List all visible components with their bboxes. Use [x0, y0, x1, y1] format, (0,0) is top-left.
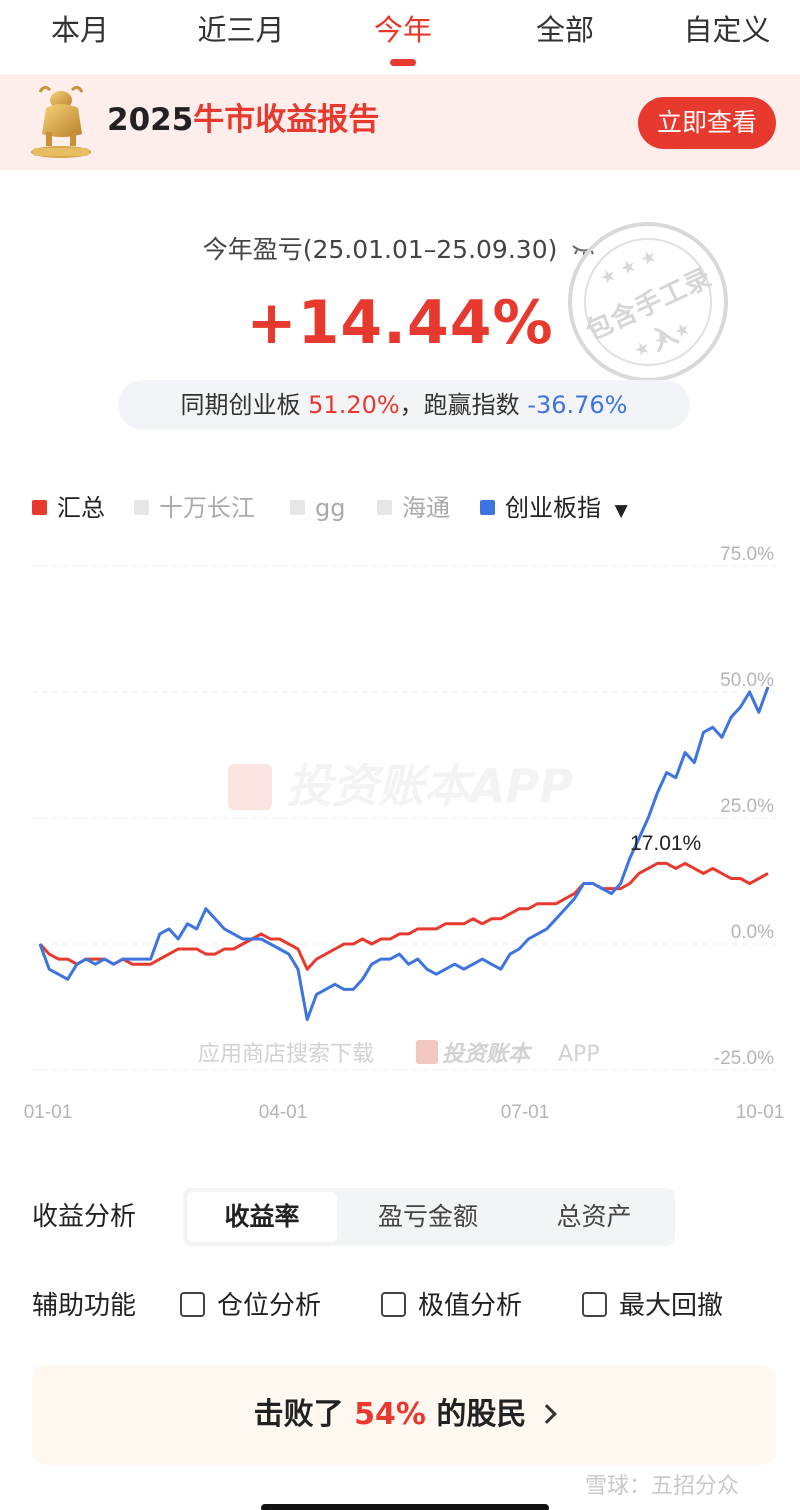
view-now-button[interactable]: 立即查看 [638, 97, 776, 149]
beat-percent: 54% [354, 1397, 426, 1432]
legend-label-gg: gg [315, 494, 346, 522]
beat-suffix: 的股民 [436, 1397, 527, 1432]
banner-year: 2025 [107, 102, 194, 138]
x-tick-label: 04-01 [259, 1102, 308, 1123]
position-analysis-checkbox[interactable]: 仓位分析 [180, 1288, 321, 1324]
compare-index-value: 51.20% [308, 391, 400, 419]
x-tick-label: 10-01 [736, 1102, 785, 1123]
checkbox-icon [381, 1291, 406, 1317]
position-analysis-label: 仓位分析 [217, 1291, 322, 1321]
chart-legend: 汇总 十万长江 gg 海通 创业板指 ▼ [32, 488, 772, 528]
legend-item-chinext[interactable]: 创业板指 ▼ [480, 488, 628, 528]
legend-dropdown-icon[interactable]: ▼ [614, 501, 628, 521]
y-tick-label: 0.0% [731, 922, 774, 943]
legend-item-summary[interactable]: 汇总 [32, 488, 105, 528]
beat-investors-card[interactable]: 击败了 54% 的股民 [32, 1365, 776, 1465]
legend-swatch-summary [32, 499, 47, 515]
y-tick-label: 25.0% [720, 796, 774, 817]
period-tabs: 本月 近三月 今年 全部 自定义 [0, 0, 800, 74]
legend-label-chinext: 创业板指 [505, 494, 601, 522]
banner-title-highlight: 牛市收益报告 [193, 102, 380, 138]
legend-swatch-chinext [480, 499, 495, 515]
chart-watermark: 投资账本APP [286, 759, 573, 813]
legend-swatch-changjiang [134, 499, 149, 515]
seg-total-assets[interactable]: 总资产 [556, 1202, 632, 1231]
compare-prefix: 同期创业板 [180, 391, 301, 419]
footer-watermark: 雪球：五招分众 [585, 1474, 740, 1499]
tab-this-month[interactable]: 本月 [50, 13, 109, 47]
beat-prefix: 击败了 [253, 1397, 344, 1432]
period-text: 今年盈亏(25.01.01–25.09.30) [202, 235, 558, 264]
home-indicator[interactable] [261, 1504, 549, 1510]
bottom-watermark-logo-icon [416, 1040, 438, 1064]
tab-three-months[interactable]: 近三月 [197, 13, 285, 47]
x-tick-label: 01-01 [24, 1102, 73, 1123]
chevron-right-icon [537, 1404, 558, 1424]
return-analysis-label: 收益分析 [32, 1202, 137, 1232]
aux-functions-label: 辅助功能 [32, 1291, 137, 1321]
year-return-value: +14.44% [246, 288, 554, 358]
chart-annotation: 17.01% [630, 832, 701, 855]
index-compare-pill: 同期创业板 51.20%，跑赢指数 -36.76% [118, 380, 690, 430]
return-chart[interactable]: 75.0% 50.0% 25.0% 0.0% -25.0% 01-01 04-01 07-01… [0, 540, 800, 1140]
active-tab-indicator [390, 59, 416, 66]
analysis-segmented-control: 收益率 盈亏金额 总资产 [183, 1188, 675, 1246]
y-tick-label: 75.0% [720, 544, 774, 565]
series-line-summary [38, 861, 769, 971]
legend-item-changjiang[interactable]: 十万长江 [134, 488, 255, 528]
bottom-watermark-suffix: APP [558, 1042, 600, 1067]
bull-trophy-icon [31, 85, 91, 158]
banner-title: 2025牛市收益报告 [107, 98, 379, 142]
legend-label-changjiang: 十万长江 [159, 494, 255, 522]
bull-market-report-banner[interactable]: 2025牛市收益报告 立即查看 [0, 74, 800, 170]
legend-swatch-gg [290, 499, 305, 515]
y-tick-label: -25.0% [714, 1048, 774, 1069]
checkbox-icon [180, 1291, 205, 1317]
max-drawdown-label: 最大回撤 [619, 1291, 724, 1321]
period-label: 今年盈亏(25.01.01–25.09.30) [0, 230, 800, 270]
extreme-analysis-label: 极值分析 [418, 1291, 523, 1321]
watermark-logo-icon [228, 764, 272, 810]
bottom-watermark-prefix: 应用商店搜索下载 [198, 1042, 374, 1067]
eye-closed-icon[interactable] [571, 241, 597, 257]
seg-return-rate[interactable]: 收益率 [187, 1192, 337, 1242]
return-chart-svg: 75.0% 50.0% 25.0% 0.0% -25.0% 01-01 04-01 07-01… [24, 544, 785, 1123]
legend-item-gg[interactable]: gg [290, 488, 345, 528]
tab-all[interactable]: 全部 [535, 13, 594, 47]
compare-mid: ，跑赢指数 [399, 391, 520, 419]
y-tick-label: 50.0% [720, 670, 774, 691]
series-line-chinext [38, 686, 770, 1022]
legend-swatch-haitong [377, 499, 392, 515]
checkbox-icon [582, 1291, 607, 1317]
x-tick-label: 07-01 [501, 1102, 550, 1123]
tab-custom[interactable]: 自定义 [683, 13, 771, 47]
compare-diff-value: -36.76% [527, 391, 628, 419]
extreme-analysis-checkbox[interactable]: 极值分析 [381, 1288, 522, 1324]
seg-pnl-amount[interactable]: 盈亏金额 [377, 1202, 478, 1231]
legend-label-haitong: 海通 [402, 494, 450, 522]
bottom-watermark-brand: 投资账本 [442, 1042, 533, 1067]
tab-this-year[interactable]: 今年 [373, 13, 432, 47]
legend-item-haitong[interactable]: 海通 [377, 488, 450, 528]
max-drawdown-checkbox[interactable]: 最大回撤 [582, 1288, 723, 1324]
legend-label-summary: 汇总 [57, 494, 105, 522]
